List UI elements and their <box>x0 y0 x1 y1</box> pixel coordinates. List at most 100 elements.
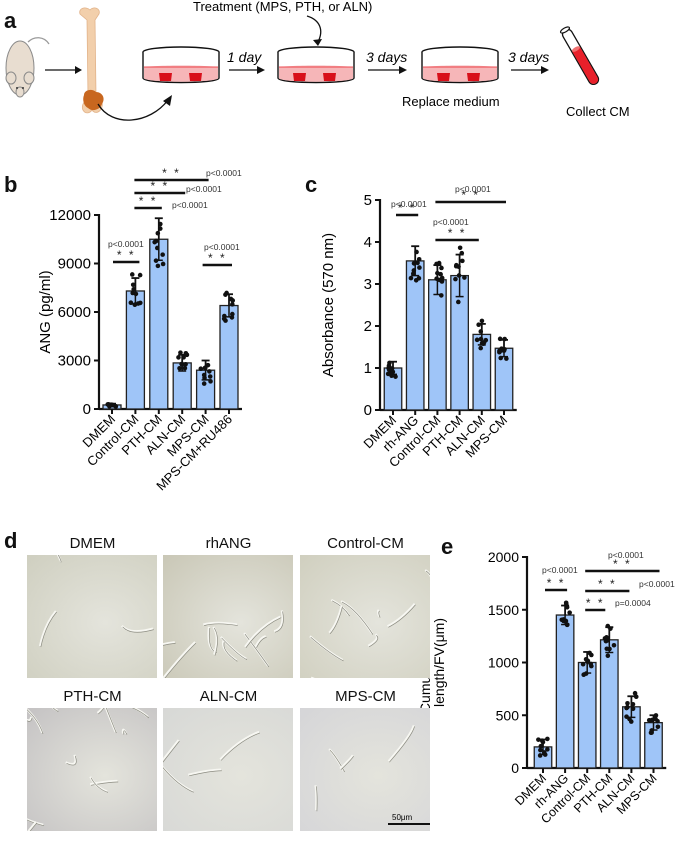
y-tick-label: 6000 <box>58 304 91 321</box>
svg-text:* *: * * <box>398 201 417 215</box>
y-axis-label: Absorbance (570 nm) <box>320 233 337 377</box>
bar-mps-cm-ru486 <box>219 290 239 410</box>
svg-text:* *: * * <box>150 179 169 193</box>
svg-text:p<0.0001: p<0.0001 <box>433 217 469 227</box>
bar-pth-cm <box>599 623 619 769</box>
significance-bracket: * * p<0.0001 <box>134 194 208 210</box>
svg-text:p<0.0001: p<0.0001 <box>204 242 240 252</box>
micrograph-title: rhANG <box>205 535 252 552</box>
significance-bracket: * *p<0.0001 <box>202 242 240 267</box>
micrograph-rhang <box>163 555 293 678</box>
micrograph-title: DMEM <box>69 535 116 552</box>
bar-aln-cm <box>621 690 641 769</box>
bar-rh-ang <box>405 245 425 411</box>
panel-label-d: d <box>4 528 18 553</box>
chart-e-tube-length: Cumulative tubelength/FV(μm)050010001500… <box>417 549 675 826</box>
bar-aln-cm <box>472 318 492 411</box>
svg-text:* *: * * <box>461 188 480 202</box>
y-tick-label: 500 <box>496 707 520 723</box>
chart-b-ang: ANG (pg/ml)030006000900012000DMEMControl… <box>37 166 242 493</box>
replace-medium-label: Replace medium <box>402 94 500 109</box>
significance-bracket: * * p<0.0001 <box>134 179 222 195</box>
bar-pth-cm <box>450 245 470 411</box>
bar-dmem <box>533 736 553 769</box>
test-tube-icon <box>559 26 600 86</box>
panel-label-a: a <box>4 8 17 33</box>
svg-text:p<0.0001: p<0.0001 <box>608 550 644 560</box>
chart-c-absorbance: Absorbance (570 nm)012345DMEMrh-ANGContr… <box>320 184 517 470</box>
svg-text:p<0.0001: p<0.0001 <box>542 565 578 575</box>
svg-text:* *: * * <box>117 248 136 262</box>
svg-text:* *: * * <box>586 596 605 610</box>
significance-bracket: * *p<0.0001 <box>435 184 506 204</box>
bar-pth-cm <box>149 217 169 410</box>
y-tick-label: 3000 <box>58 353 91 370</box>
svg-text:p<0.0001: p<0.0001 <box>186 184 222 194</box>
y-tick-label: 2000 <box>488 549 519 565</box>
treatment-label: Treatment (MPS, PTH, or ALN) <box>193 0 372 14</box>
significance-bracket: * * p=0.0004 <box>585 596 651 612</box>
bar-control-cm <box>125 272 146 410</box>
bar-dmem <box>383 360 403 411</box>
micrograph-title: Control-CM <box>327 535 404 552</box>
bar-dmem <box>102 402 122 410</box>
culture-dish-icon <box>421 46 499 84</box>
y-tick-label: 0 <box>511 760 519 776</box>
y-tick-label: 3 <box>364 276 372 293</box>
svg-text:* *: * * <box>598 577 617 591</box>
y-tick-label: 1500 <box>488 602 519 618</box>
panel-label-e: e <box>441 534 454 559</box>
svg-text:p<0.0001: p<0.0001 <box>108 239 144 249</box>
y-tick-label: 5 <box>364 192 372 209</box>
workflow-diagram: 1 day Treatment (MPS, PTH, or ALN) 3 day… <box>5 0 630 121</box>
mouse-icon <box>5 37 50 98</box>
y-tick-label: 9000 <box>58 256 91 273</box>
significance-bracket: * *p<0.0001 <box>585 550 660 573</box>
bar-aln-cm <box>172 350 192 410</box>
svg-text:p<0.0001: p<0.0001 <box>172 200 208 210</box>
significance-bracket: * * p<0.0001 <box>134 166 242 182</box>
svg-text:* *: * * <box>162 166 181 180</box>
svg-text:* *: * * <box>448 226 467 240</box>
significance-bracket: * *p<0.0001 <box>433 217 479 242</box>
collect-cm-label: Collect CM <box>566 104 630 119</box>
culture-dish-icon <box>277 46 355 84</box>
y-tick-label: 0 <box>83 401 91 418</box>
micrograph-mps-cm: 50μm <box>300 708 430 831</box>
micrograph-control-cm <box>300 555 430 678</box>
step-1-label: 1 day <box>227 49 262 65</box>
scale-bar-label: 50μm <box>392 813 413 822</box>
svg-text:p<0.0001: p<0.0001 <box>455 184 491 194</box>
y-tick-label: 4 <box>364 234 372 251</box>
significance-bracket: * *p<0.0001 <box>391 199 427 217</box>
svg-text:* *: * * <box>139 194 158 208</box>
micrograph-dmem <box>27 555 157 678</box>
step-2-label: 3 days <box>366 49 407 65</box>
svg-text:* *: * * <box>208 251 227 265</box>
bar-control-cm <box>577 650 597 769</box>
micrograph-title: ALN-CM <box>199 688 258 705</box>
micrograph-aln-cm <box>163 708 293 831</box>
y-tick-label: 1000 <box>488 655 519 671</box>
svg-text:p<0.0001: p<0.0001 <box>206 168 242 178</box>
svg-text:p=0.0004: p=0.0004 <box>615 598 651 608</box>
y-tick-label: 2 <box>364 318 372 335</box>
significance-bracket: * * p<0.0001 <box>585 577 675 593</box>
panel-label-b: b <box>4 172 18 197</box>
bar-mps-cm <box>494 336 514 411</box>
panel-label-c: c <box>305 172 318 197</box>
bar-mps-cm <box>195 359 216 410</box>
svg-text:p<0.0001: p<0.0001 <box>639 579 675 589</box>
bar-mps-cm <box>644 713 663 769</box>
micrograph-title: MPS-CM <box>335 688 396 705</box>
micrograph-pth-cm <box>27 708 157 831</box>
y-axis-label: ANG (pg/ml) <box>37 270 54 353</box>
bone-icon <box>79 7 104 114</box>
y-tick-label: 1 <box>364 360 372 377</box>
micrograph-title: PTH-CM <box>63 688 122 705</box>
step-3-label: 3 days <box>508 49 549 65</box>
svg-text:p<0.0001: p<0.0001 <box>391 199 427 209</box>
bar-control-cm <box>428 260 447 411</box>
significance-bracket: * *p<0.0001 <box>108 239 144 264</box>
svg-text:* *: * * <box>613 557 632 571</box>
